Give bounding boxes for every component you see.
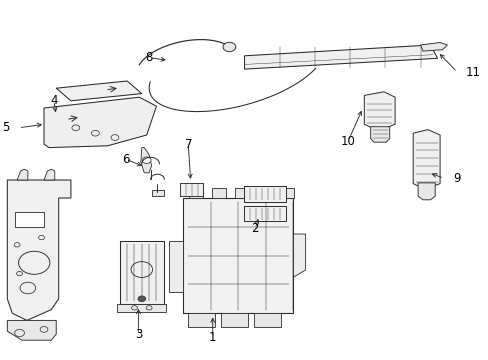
Polygon shape: [44, 97, 156, 148]
Polygon shape: [364, 92, 394, 128]
Bar: [244, 186, 285, 202]
Polygon shape: [370, 127, 389, 142]
Bar: [221, 313, 247, 327]
Bar: [253, 313, 280, 327]
Polygon shape: [417, 183, 434, 200]
Text: 11: 11: [465, 66, 480, 78]
Text: 2: 2: [251, 222, 259, 235]
Text: 3: 3: [134, 328, 142, 341]
Circle shape: [138, 296, 145, 302]
Bar: [211, 188, 225, 198]
Bar: [188, 313, 215, 327]
Text: 9: 9: [452, 172, 459, 185]
Polygon shape: [412, 130, 439, 187]
Polygon shape: [168, 241, 183, 292]
Polygon shape: [7, 320, 56, 340]
Polygon shape: [56, 81, 142, 101]
Bar: [189, 188, 203, 198]
Bar: [15, 212, 44, 227]
Circle shape: [223, 42, 235, 52]
Polygon shape: [141, 148, 151, 173]
Polygon shape: [293, 234, 305, 277]
Text: 7: 7: [184, 138, 192, 150]
Text: 8: 8: [145, 51, 153, 64]
Polygon shape: [17, 169, 28, 180]
Circle shape: [142, 157, 151, 163]
Text: 1: 1: [208, 331, 216, 344]
Polygon shape: [7, 180, 71, 320]
Text: 6: 6: [122, 153, 129, 166]
Bar: [244, 206, 285, 221]
Bar: [117, 304, 166, 312]
Bar: [120, 241, 163, 304]
Bar: [257, 188, 270, 198]
Polygon shape: [244, 45, 437, 69]
Text: 10: 10: [340, 135, 355, 148]
Bar: [183, 198, 293, 313]
Text: 4: 4: [50, 94, 58, 107]
Bar: [180, 183, 203, 196]
Polygon shape: [44, 169, 55, 180]
Bar: [234, 188, 248, 198]
Bar: [279, 188, 293, 198]
Bar: [151, 190, 163, 196]
Polygon shape: [420, 42, 447, 51]
Text: 5: 5: [2, 121, 10, 134]
